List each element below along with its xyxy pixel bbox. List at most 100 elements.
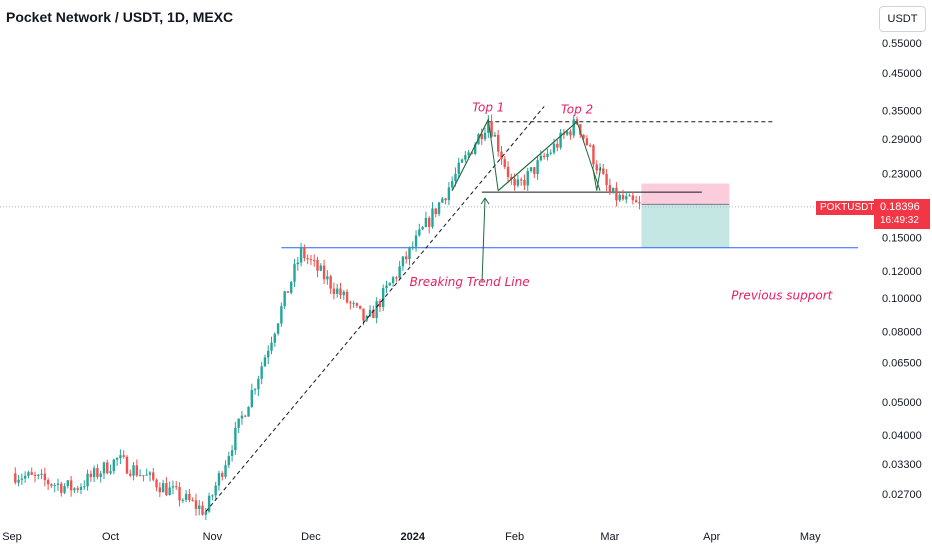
- candle: [375, 297, 378, 324]
- x-tick-label: May: [800, 531, 821, 543]
- y-tick-label: 0.45000: [882, 68, 922, 80]
- candle: [290, 281, 293, 295]
- annotation-label: Top 2: [561, 103, 593, 117]
- candle: [132, 462, 135, 481]
- candle: [299, 242, 303, 267]
- last-price-tag: 0.18396 16:49:32: [874, 199, 930, 229]
- x-tick-label: Feb: [505, 531, 524, 543]
- candle: [565, 130, 569, 137]
- candle: [546, 148, 549, 161]
- candle: [142, 475, 145, 482]
- candle: [638, 195, 641, 210]
- candle: [467, 149, 470, 159]
- candle: [158, 482, 162, 498]
- candle: [267, 345, 270, 365]
- y-tick-label: 0.15000: [882, 232, 922, 244]
- candle: [411, 241, 414, 251]
- candle: [20, 473, 24, 485]
- currency-button[interactable]: USDT: [879, 6, 926, 32]
- annotation-label: Previous support: [731, 289, 833, 303]
- candle: [276, 323, 280, 336]
- x-tick-label: Mar: [600, 531, 619, 543]
- candle: [175, 481, 178, 490]
- candle: [605, 169, 608, 192]
- candle: [382, 284, 385, 312]
- candle: [303, 244, 306, 262]
- candle: [253, 387, 257, 395]
- candle: [401, 256, 405, 271]
- candle: [421, 225, 424, 231]
- candle: [405, 251, 408, 264]
- candle: [14, 467, 17, 485]
- top-1-left-leg: [451, 119, 489, 191]
- candle: [634, 195, 638, 203]
- y-tick-label: 0.10000: [882, 293, 922, 305]
- candle: [27, 470, 30, 479]
- candle: [434, 208, 437, 218]
- x-tick-label: Nov: [203, 531, 223, 543]
- rising-trend-line: [205, 106, 545, 512]
- y-tick-label: 0.02700: [882, 489, 922, 501]
- candle: [490, 114, 493, 138]
- candle: [171, 480, 175, 495]
- candle: [293, 258, 296, 287]
- candle: [359, 305, 362, 310]
- drop-arrow-head: [592, 167, 602, 191]
- candle: [483, 127, 487, 142]
- y-tick-label: 0.06500: [882, 358, 922, 370]
- y-tick-label: 0.29000: [882, 134, 922, 146]
- candle: [73, 487, 76, 494]
- y-tick-label: 0.04000: [882, 430, 922, 442]
- candle: [355, 302, 359, 308]
- candle: [250, 383, 254, 409]
- candle: [211, 494, 214, 501]
- y-tick-label: 0.05000: [882, 397, 922, 409]
- breaking-arrow-head: [480, 197, 490, 205]
- x-tick-label: 2024: [401, 531, 426, 543]
- candle: [585, 135, 589, 146]
- candle: [69, 475, 73, 497]
- candle: [56, 478, 60, 491]
- candle: [615, 182, 618, 207]
- candle: [283, 290, 286, 310]
- symbol-price-tag: POKTUSDT: [816, 201, 879, 215]
- candle: [227, 451, 231, 469]
- candle: [198, 499, 201, 516]
- candle: [112, 458, 116, 475]
- candle: [286, 291, 290, 293]
- candle: [240, 410, 244, 425]
- x-tick-label: Sep: [2, 531, 22, 543]
- y-tick-label: 0.35000: [882, 106, 922, 118]
- candle: [237, 418, 240, 434]
- candle: [516, 174, 520, 188]
- y-tick-label: 0.08000: [882, 326, 922, 338]
- candle: [17, 474, 20, 487]
- annotation-label: Breaking Trend Line: [410, 275, 530, 289]
- candle: [221, 471, 224, 481]
- candle: [611, 187, 615, 194]
- candle: [388, 282, 391, 286]
- candle: [207, 492, 211, 513]
- candle: [625, 191, 628, 204]
- x-tick-label: Apr: [703, 531, 720, 543]
- candle: [378, 298, 382, 312]
- candle: [37, 473, 40, 480]
- candle: [214, 481, 217, 499]
- candle: [549, 149, 552, 156]
- candle: [519, 177, 523, 186]
- candle: [273, 332, 276, 347]
- candle: [263, 354, 267, 367]
- candle: [155, 478, 158, 492]
- candle: [526, 167, 529, 191]
- candle: [83, 480, 86, 490]
- candle: [184, 490, 188, 503]
- candle: [168, 481, 171, 496]
- candle: [244, 414, 247, 418]
- candle: [542, 152, 546, 160]
- candle: [391, 275, 395, 287]
- candle: [135, 459, 139, 478]
- candle: [329, 274, 332, 295]
- candle: [431, 202, 434, 229]
- candle: [500, 145, 503, 165]
